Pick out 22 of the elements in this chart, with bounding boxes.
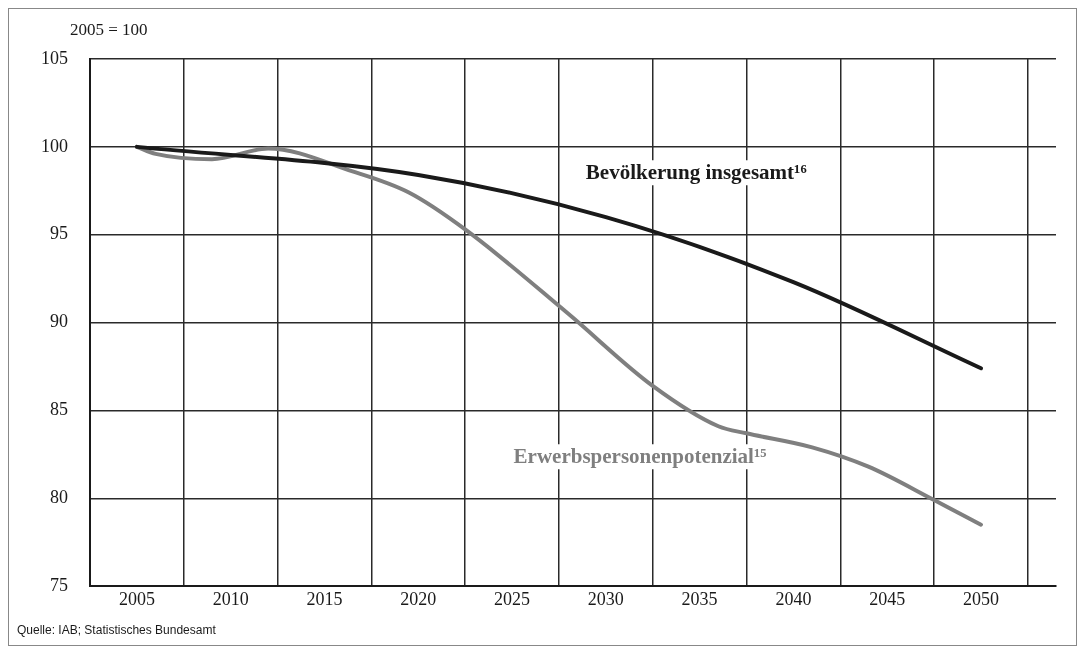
y-tick-label: 85	[50, 399, 68, 420]
x-tick-label: 2010	[212, 588, 249, 609]
x-tick-label: 2025	[494, 588, 531, 609]
y-tick-label: 95	[50, 223, 68, 244]
x-tick-label: 2040	[775, 588, 812, 609]
x-tick-label: 2020	[400, 588, 437, 609]
y-tick-label: 75	[50, 574, 68, 595]
x-tick-label: 2035	[681, 588, 718, 609]
x-tick-label: 2030	[587, 588, 624, 609]
y-tick-label: 100	[41, 135, 68, 156]
x-tick-label: 2050	[962, 588, 999, 609]
series-label: Erwerbspersonenpotenzial¹⁵	[513, 444, 767, 469]
x-tick-label: 2015	[306, 588, 343, 609]
y-tick-label: 90	[50, 311, 68, 332]
y-tick-label: 80	[50, 487, 68, 508]
x-tick-label: 2005	[118, 588, 155, 609]
y-axis-title: 2005 = 100	[70, 20, 148, 39]
x-tick-label: 2045	[869, 588, 906, 609]
series-label: Bevölkerung insgesamt¹⁶	[585, 160, 807, 185]
line-series	[134, 144, 983, 371]
source-note: Quelle: IAB; Statistisches Bundesamt	[16, 622, 217, 639]
y-tick-label: 105	[41, 47, 68, 68]
